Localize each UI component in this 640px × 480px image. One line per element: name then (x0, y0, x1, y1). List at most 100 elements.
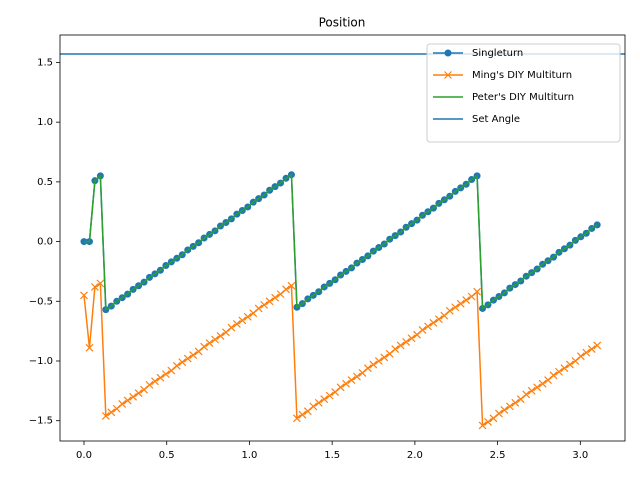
point (101, 411, 110, 420)
point (145, 380, 154, 389)
point (90, 283, 99, 291)
point (107, 408, 116, 417)
point (560, 364, 569, 373)
point (576, 352, 585, 361)
point (484, 417, 492, 426)
point (309, 402, 318, 411)
point (478, 421, 487, 430)
x-tick-label: 1.0 (241, 450, 257, 461)
y-tick-label: −0.5 (29, 296, 53, 307)
point (593, 341, 602, 350)
legend-marker (444, 71, 452, 79)
legend-marker (444, 49, 452, 57)
point (445, 306, 454, 315)
point (342, 379, 350, 388)
plot-frame (59, 34, 626, 442)
point (232, 320, 241, 328)
point (500, 406, 509, 414)
point (118, 400, 127, 408)
point (495, 409, 503, 418)
x-tick-label: 1.5 (324, 450, 340, 461)
x-tick-label: 0.5 (159, 450, 175, 461)
point (178, 358, 187, 367)
point (587, 345, 596, 353)
point (582, 348, 591, 357)
point (347, 376, 356, 385)
legend-label: Singleturn (472, 48, 523, 59)
point (96, 279, 105, 288)
point (429, 318, 438, 327)
point (369, 360, 378, 369)
point (565, 360, 574, 369)
point (129, 392, 138, 401)
point (451, 303, 460, 312)
point (227, 323, 236, 332)
y-tick-label: 1.5 (37, 57, 53, 68)
point (254, 304, 263, 313)
y-tick-label: −1.0 (29, 356, 53, 367)
point (396, 341, 405, 350)
point (407, 334, 416, 343)
point (151, 377, 159, 386)
point (353, 372, 361, 381)
point (260, 300, 269, 309)
point (511, 398, 520, 407)
point (243, 312, 252, 321)
point (314, 398, 323, 407)
point (183, 354, 192, 363)
y-tick-label: 0.5 (37, 177, 53, 188)
point (549, 371, 558, 380)
point (161, 370, 170, 379)
point (402, 337, 411, 346)
point (462, 296, 471, 305)
legend-label: Ming's DIY Multiturn (472, 70, 572, 81)
x-tick-label: 0.0 (76, 450, 92, 461)
point (282, 285, 290, 294)
point (456, 299, 465, 308)
point (320, 395, 329, 404)
point (533, 383, 542, 392)
point (555, 367, 563, 376)
point (424, 322, 432, 331)
legend-label: Set Angle (472, 114, 520, 125)
point (85, 343, 94, 352)
point (271, 293, 280, 302)
point (211, 335, 219, 344)
point (189, 351, 198, 359)
point (380, 353, 389, 362)
point (418, 326, 427, 334)
point (473, 287, 482, 296)
legend-box (426, 43, 621, 143)
x-tick-label: 3.0 (572, 450, 588, 461)
point (434, 315, 443, 324)
y-tick-label: 0.0 (37, 237, 53, 248)
point (527, 386, 536, 395)
point (216, 331, 225, 340)
point (522, 390, 531, 399)
point (325, 391, 334, 400)
x-tick-label: 2.5 (490, 450, 506, 461)
point (200, 342, 209, 351)
point (292, 414, 301, 423)
y-tick-label: 1.0 (37, 117, 53, 128)
point (505, 402, 514, 411)
point (538, 379, 547, 388)
x-tick-label: 2.0 (407, 450, 423, 461)
point (363, 364, 372, 373)
legend-label: Peter's DIY Multiturn (472, 92, 574, 103)
point (205, 339, 214, 348)
point (156, 373, 165, 382)
point (265, 297, 274, 306)
point (238, 316, 247, 325)
point (336, 383, 345, 392)
point (134, 389, 143, 398)
point (287, 281, 296, 290)
chart-title: Position (319, 16, 366, 30)
point (172, 361, 181, 370)
point (298, 410, 307, 419)
point (374, 357, 383, 365)
series-line (83, 173, 598, 312)
point (80, 291, 88, 300)
y-tick-label: −1.5 (29, 416, 53, 427)
